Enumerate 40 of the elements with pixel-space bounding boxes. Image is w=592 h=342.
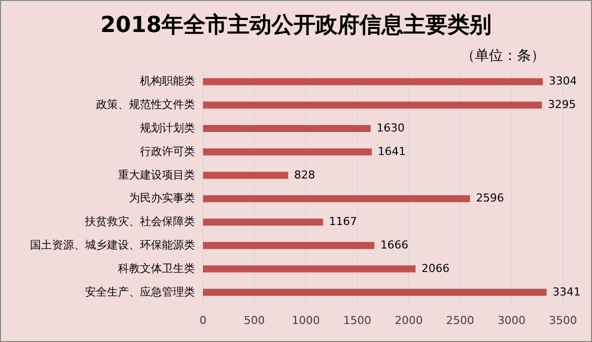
y-tick-label: 规划计划类: [140, 122, 195, 135]
chart-subtitle: （单位：条）: [461, 48, 545, 64]
bar: [203, 124, 371, 132]
data-label: 3295: [548, 98, 576, 112]
y-tick-label: 扶贫救灾、社会保障类: [84, 215, 195, 228]
bar: [203, 102, 542, 109]
bar: [203, 195, 470, 202]
data-label: 2596: [476, 192, 504, 205]
x-tick-label: 2500: [446, 314, 474, 327]
y-tick-label: 重大建设项目类: [118, 168, 195, 182]
x-tick-label: 3500: [549, 314, 577, 327]
data-label: 2066: [422, 262, 450, 275]
chart-title: 2018年全市主动公开政府信息主要类别: [100, 12, 492, 38]
bar: [203, 242, 374, 250]
data-label: 1666: [380, 238, 408, 252]
data-label: 3341: [552, 285, 581, 298]
x-tick-label: 500: [244, 314, 265, 327]
y-tick-label: 国土资源、城乡建设、环保能源类: [30, 238, 195, 252]
bar: [203, 78, 543, 86]
data-label: 1630: [376, 122, 405, 135]
x-tick-label: 2000: [394, 314, 423, 327]
x-tick-label: 0: [200, 314, 206, 327]
x-tick-label: 1500: [343, 314, 372, 327]
y-tick-label: 政策、规范性文件类: [96, 98, 195, 112]
bar: [203, 265, 416, 272]
data-label: 1641: [378, 144, 406, 158]
y-tick-label: 为民办实事类: [129, 192, 195, 205]
bar: [203, 148, 372, 156]
x-tick-label: 3000: [498, 314, 526, 327]
data-label: 1167: [329, 215, 358, 228]
y-tick-label: 机构职能类: [140, 74, 195, 88]
bar: [203, 218, 324, 226]
bar: [203, 172, 288, 179]
bar: [203, 288, 547, 296]
y-tick-label: 科教文体卫生类: [118, 262, 195, 275]
data-label: 828: [294, 168, 316, 182]
y-tick-label: 行政许可类: [140, 144, 195, 158]
y-tick-label: 安全生产、应急管理类: [85, 285, 195, 298]
data-label: 3304: [548, 74, 577, 88]
x-tick-label: 1000: [292, 314, 320, 327]
